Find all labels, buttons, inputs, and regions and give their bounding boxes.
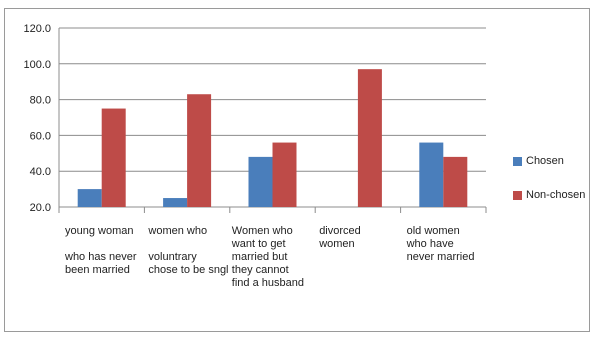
y-tick-label: 100.0 xyxy=(23,59,51,71)
legend-swatch xyxy=(513,190,522,200)
bar-non-chosen xyxy=(357,69,382,207)
bar-chart: 20.0 40.0 60.0 80.0 100.0 120.0 xyxy=(23,23,487,214)
bar-chosen xyxy=(419,142,444,207)
legend-swatch xyxy=(513,156,522,166)
category-label: women who voluntrary chose to be sngl xyxy=(148,225,229,276)
y-tick-label: 40.0 xyxy=(30,166,51,178)
bar-non-chosen xyxy=(187,94,212,207)
category-label: divorced women xyxy=(319,225,361,250)
bar-non-chosen xyxy=(101,108,126,207)
category-label: young woman who has never been married xyxy=(65,225,137,276)
category-label: old women who have never married xyxy=(406,225,475,263)
category-label: Women who want to get married but they c… xyxy=(231,225,304,289)
bar-chosen xyxy=(77,189,102,207)
chart-frame: 20.0 40.0 60.0 80.0 100.0 120.0 young woman w… xyxy=(4,8,590,332)
legend-item: Chosen xyxy=(513,155,564,167)
y-tick-label: 20.0 xyxy=(30,202,51,214)
bar-chosen xyxy=(163,198,188,207)
legend-label: Chosen xyxy=(526,155,564,168)
bar-chosen xyxy=(248,156,273,207)
y-tick-label: 80.0 xyxy=(30,95,51,107)
bar-non-chosen xyxy=(443,156,468,207)
legend-item: Non-chosen xyxy=(513,189,585,201)
y-tick-label: 120.0 xyxy=(23,23,51,35)
y-tick-label: 60.0 xyxy=(30,130,51,142)
bar-non-chosen xyxy=(272,142,297,207)
legend-label: Non-chosen xyxy=(526,189,586,202)
